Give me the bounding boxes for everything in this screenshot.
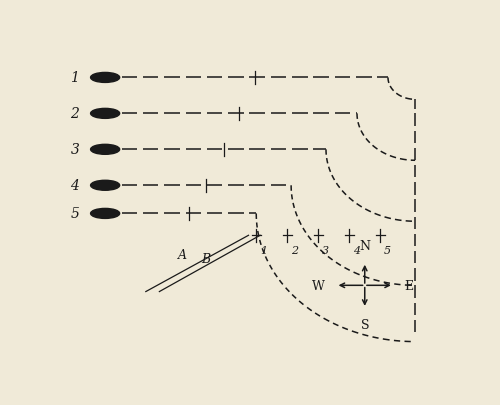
Ellipse shape	[90, 209, 120, 219]
Text: 2: 2	[291, 245, 298, 255]
Text: 5: 5	[384, 245, 391, 255]
Text: 4: 4	[70, 179, 80, 193]
Text: 1: 1	[260, 245, 267, 255]
Text: 4: 4	[353, 245, 360, 255]
Text: 2: 2	[70, 107, 80, 121]
Text: 5: 5	[70, 207, 80, 221]
Text: 3: 3	[322, 245, 329, 255]
Text: 1: 1	[70, 71, 80, 85]
Text: W: W	[312, 279, 325, 292]
Text: N: N	[359, 240, 370, 253]
Text: S: S	[360, 318, 369, 331]
Text: 3: 3	[70, 143, 80, 157]
Ellipse shape	[90, 145, 120, 155]
Ellipse shape	[90, 109, 120, 119]
Text: E: E	[404, 279, 414, 292]
Ellipse shape	[90, 181, 120, 191]
Text: B: B	[202, 253, 210, 266]
Text: A: A	[178, 248, 187, 261]
Ellipse shape	[90, 73, 120, 83]
